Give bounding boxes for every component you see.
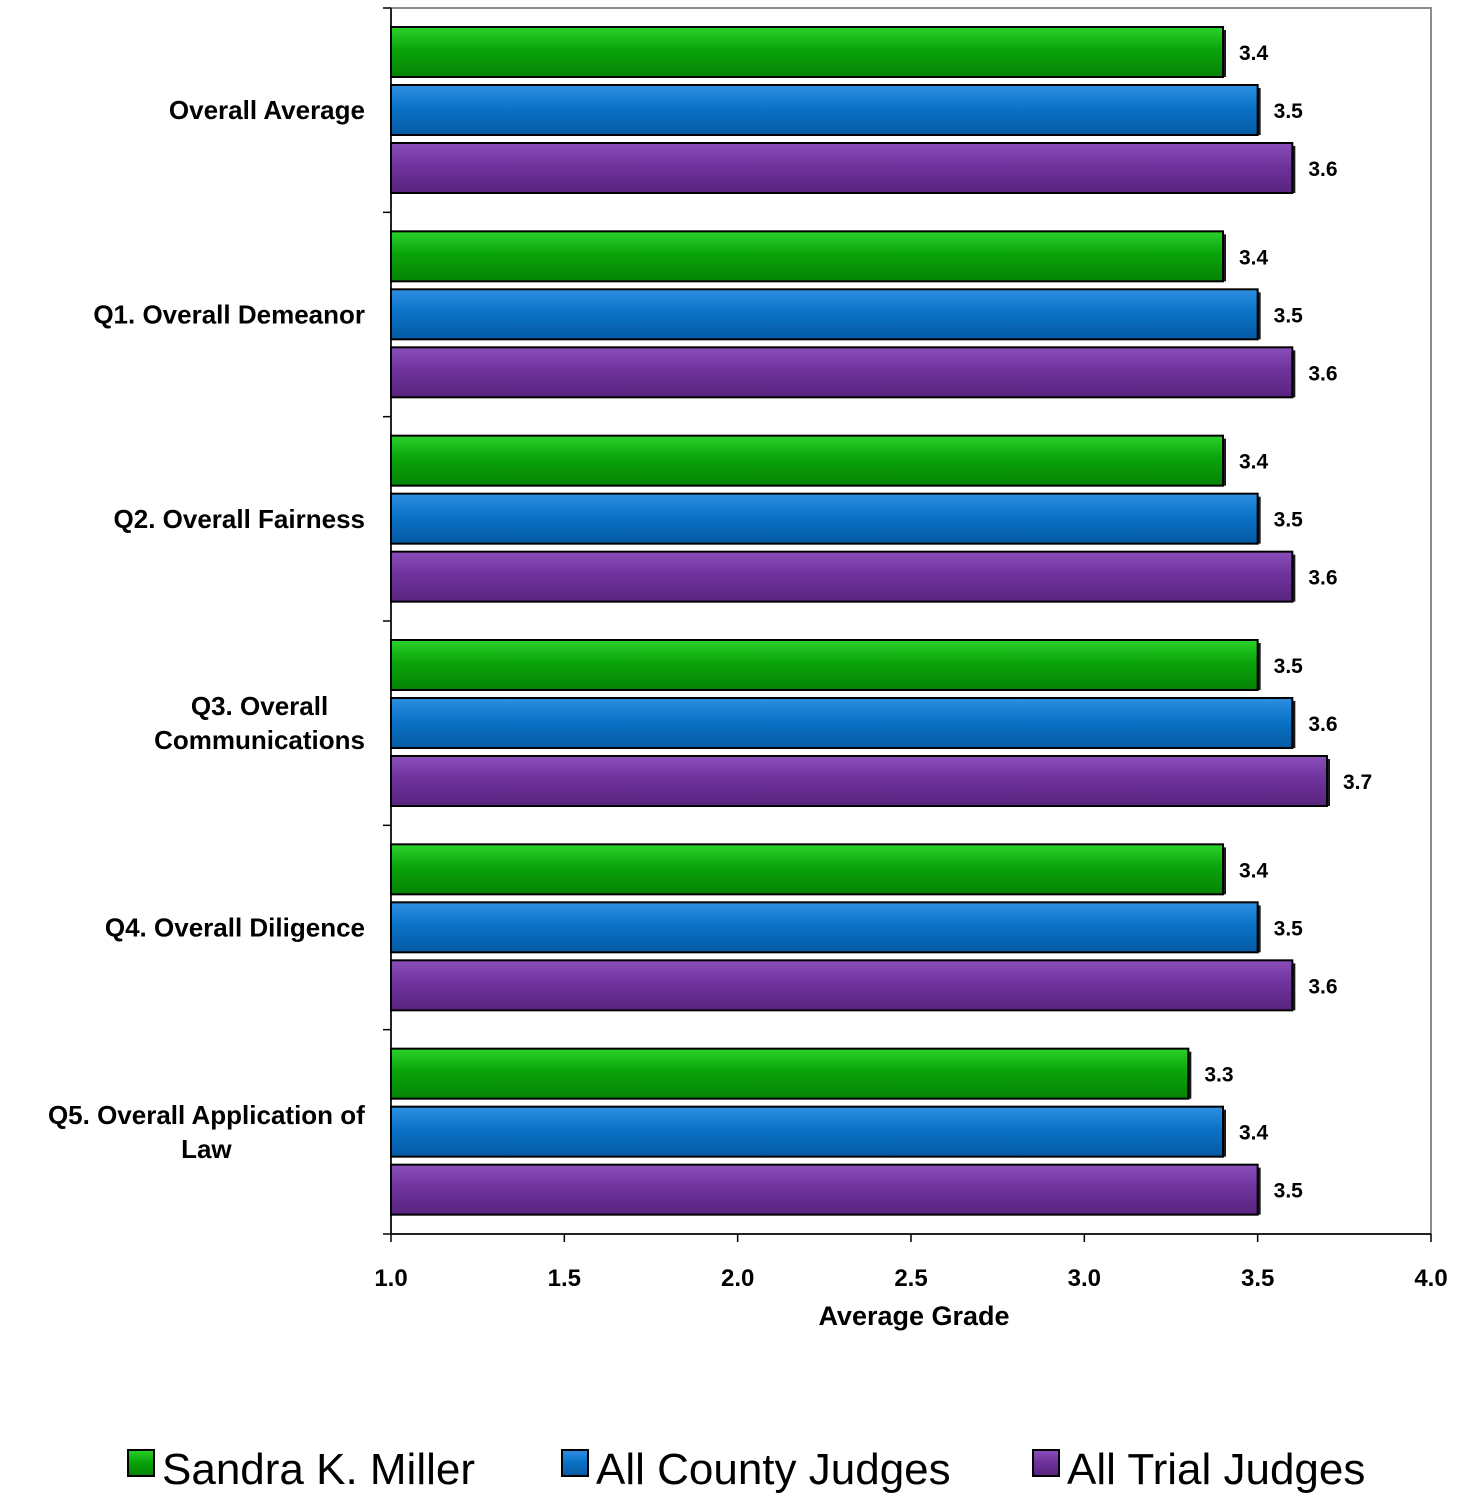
plot-area <box>390 7 1432 1235</box>
bar <box>390 492 1259 545</box>
bar <box>390 550 1294 603</box>
bar <box>390 755 1328 807</box>
bar <box>390 346 1294 399</box>
category-label: Q2. Overall Fairness <box>114 504 365 534</box>
data-label: 3.4 <box>1239 246 1269 269</box>
data-label: 3.5 <box>1274 1180 1304 1203</box>
bar <box>390 288 1259 341</box>
legend-label: All Trial Judges <box>1067 1445 1365 1493</box>
bar <box>390 142 1294 194</box>
x-tick-label: 1.0 <box>374 1265 407 1292</box>
legend-item: Sandra K. Miller <box>127 1445 475 1494</box>
data-label: 3.4 <box>1239 1122 1269 1145</box>
data-label: 3.4 <box>1239 42 1269 65</box>
data-label: 3.5 <box>1274 100 1304 123</box>
data-label: 3.6 <box>1308 362 1337 385</box>
bar <box>390 434 1224 487</box>
data-label: 3.5 <box>1274 917 1304 940</box>
bar <box>390 1047 1190 1100</box>
bar <box>390 84 1259 136</box>
category-label: Q5. Overall Application of Law <box>48 1100 365 1164</box>
x-axis-title: Average Grade <box>818 1301 1009 1331</box>
x-tick-label: 2.0 <box>721 1265 754 1292</box>
legend: Sandra K. Miller All County Judges All Tri… <box>127 1445 1365 1494</box>
legend-label: All County Judges <box>596 1445 951 1493</box>
category-label: Q4. Overall Diligence <box>105 913 365 943</box>
data-label: 3.5 <box>1274 304 1304 327</box>
bar <box>390 697 1294 749</box>
legend-swatch <box>561 1449 589 1477</box>
bar <box>390 1105 1224 1158</box>
x-tick-label: 2.5 <box>894 1265 927 1292</box>
legend-item: All Trial Judges <box>1032 1445 1365 1494</box>
data-label: 3.3 <box>1204 1064 1233 1087</box>
data-label: 3.5 <box>1274 655 1304 678</box>
category-label: Q3. Overall Communications <box>154 691 365 755</box>
data-label: 3.6 <box>1308 975 1337 998</box>
x-tick-label: 3.0 <box>1068 1265 1101 1292</box>
bar <box>390 1163 1259 1216</box>
data-label: 3.7 <box>1343 771 1372 794</box>
data-label: 3.6 <box>1308 158 1337 181</box>
x-tick-label: 3.5 <box>1241 1265 1274 1292</box>
data-label: 3.6 <box>1308 713 1337 736</box>
legend-item: All County Judges <box>561 1445 951 1494</box>
bar <box>390 230 1224 283</box>
category-label: Q1. Overall Demeanor <box>93 300 365 330</box>
bar <box>390 959 1294 1012</box>
category-label: Overall Average <box>169 95 365 125</box>
legend-swatch <box>127 1449 155 1477</box>
bar <box>390 843 1224 896</box>
x-tick-label: 4.0 <box>1414 1265 1447 1292</box>
data-label: 3.5 <box>1274 509 1304 532</box>
bar <box>390 26 1224 78</box>
data-label: 3.4 <box>1239 451 1269 474</box>
bar <box>390 901 1259 954</box>
data-label: 3.4 <box>1239 859 1269 882</box>
data-label: 3.6 <box>1308 567 1337 590</box>
bar <box>390 639 1259 691</box>
x-tick-label: 1.5 <box>548 1265 581 1292</box>
legend-label: Sandra K. Miller <box>162 1445 475 1493</box>
legend-swatch <box>1032 1449 1060 1477</box>
